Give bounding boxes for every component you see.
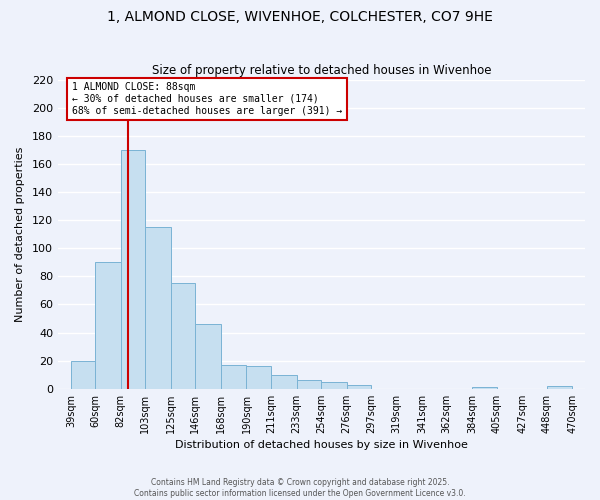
X-axis label: Distribution of detached houses by size in Wivenhoe: Distribution of detached houses by size … <box>175 440 468 450</box>
Bar <box>95 262 121 389</box>
Bar <box>171 284 196 389</box>
Bar <box>247 366 271 389</box>
Bar <box>145 227 171 389</box>
Text: 1 ALMOND CLOSE: 88sqm
← 30% of detached houses are smaller (174)
68% of semi-det: 1 ALMOND CLOSE: 88sqm ← 30% of detached … <box>72 82 342 116</box>
Bar <box>221 365 247 389</box>
Title: Size of property relative to detached houses in Wivenhoe: Size of property relative to detached ho… <box>152 64 491 77</box>
Bar <box>71 360 95 389</box>
Bar <box>472 388 497 389</box>
Bar <box>121 150 145 389</box>
Bar <box>347 384 371 389</box>
Bar <box>271 375 296 389</box>
Y-axis label: Number of detached properties: Number of detached properties <box>15 146 25 322</box>
Bar <box>321 382 347 389</box>
Text: Contains HM Land Registry data © Crown copyright and database right 2025.
Contai: Contains HM Land Registry data © Crown c… <box>134 478 466 498</box>
Bar <box>296 380 321 389</box>
Text: 1, ALMOND CLOSE, WIVENHOE, COLCHESTER, CO7 9HE: 1, ALMOND CLOSE, WIVENHOE, COLCHESTER, C… <box>107 10 493 24</box>
Bar <box>196 324 221 389</box>
Bar <box>547 386 572 389</box>
